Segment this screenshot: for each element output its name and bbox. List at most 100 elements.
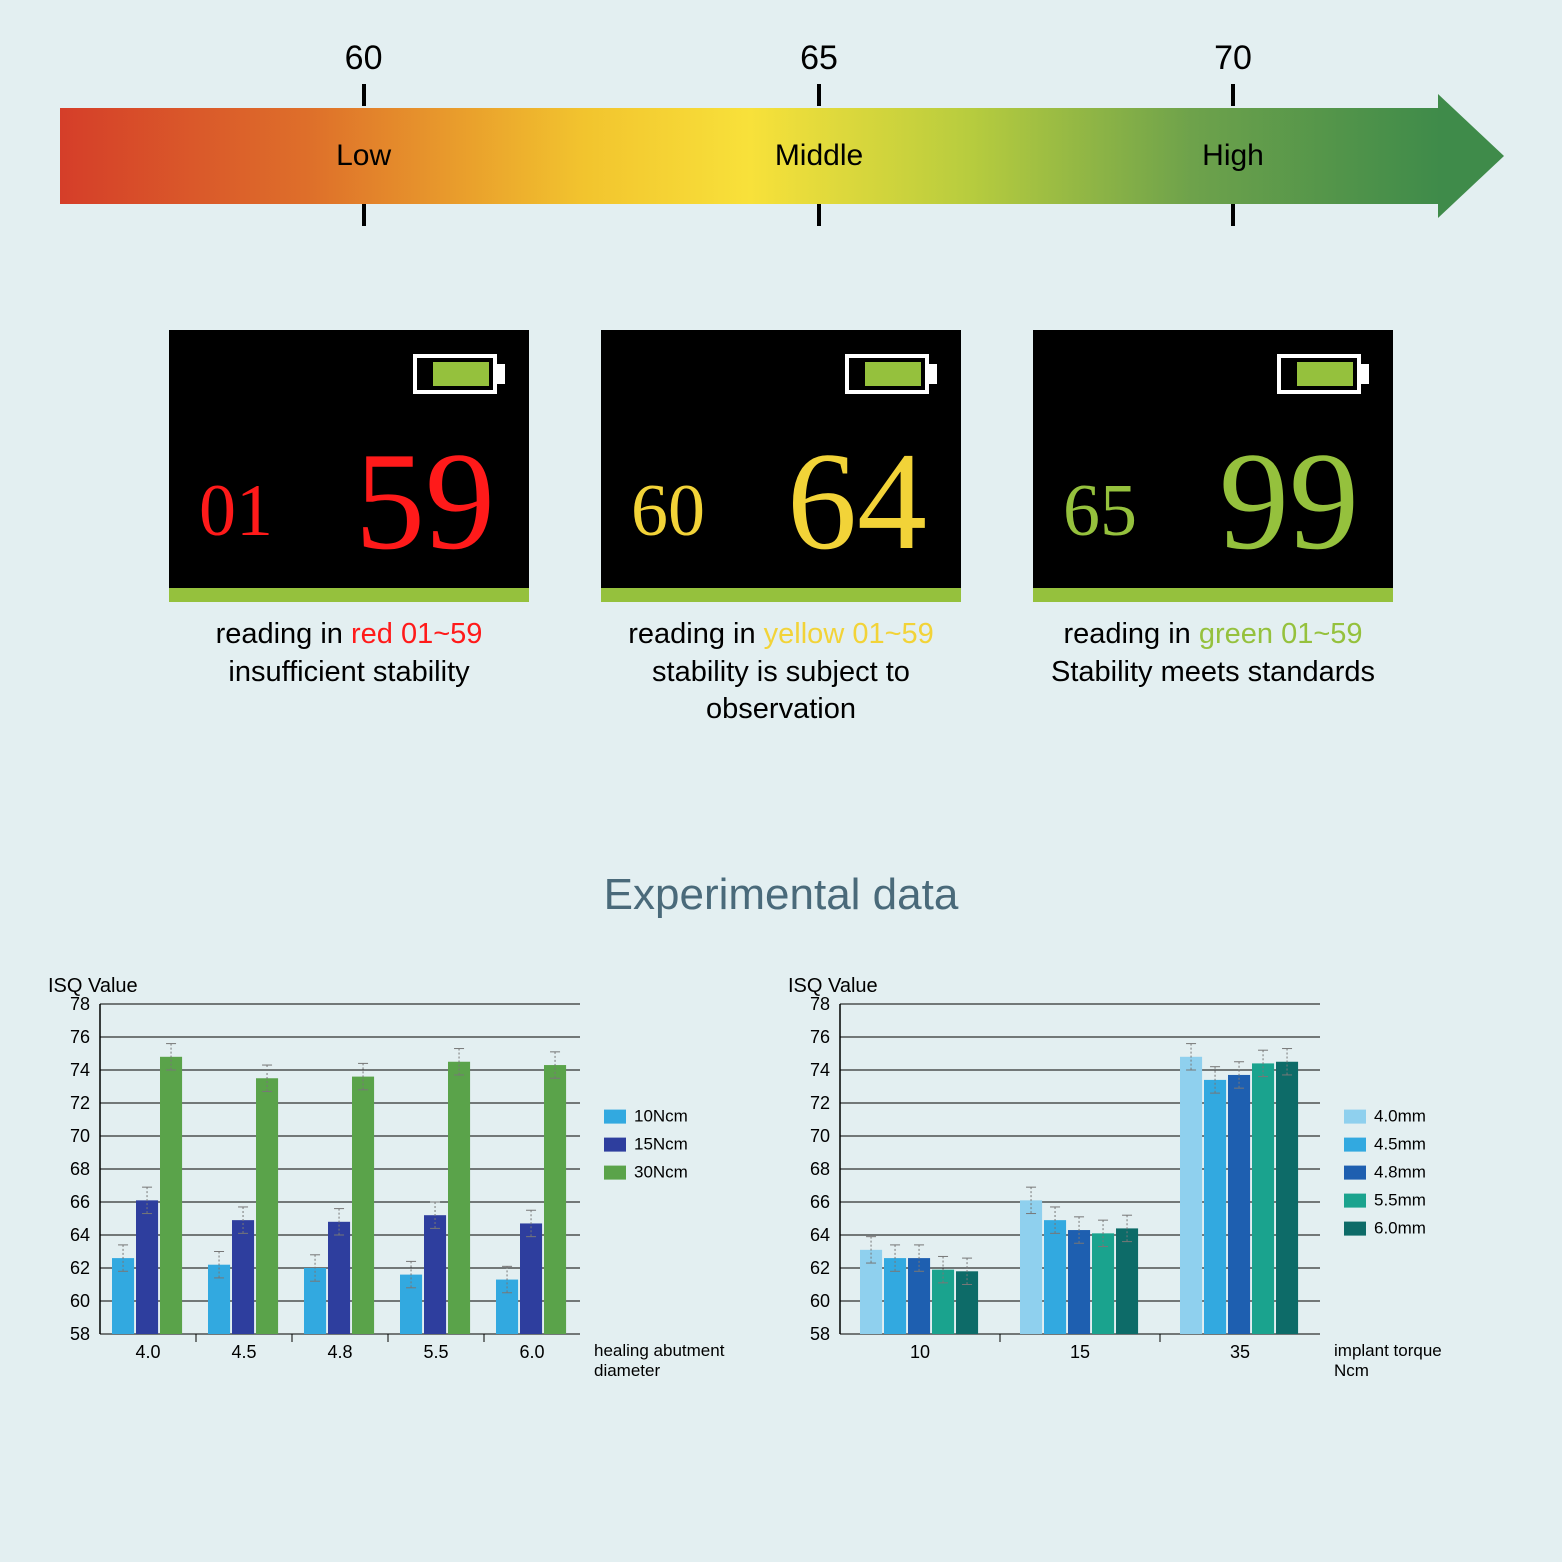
bar — [256, 1078, 278, 1334]
tick-marks-top — [60, 84, 1502, 108]
tick-value: 65 — [800, 39, 838, 78]
svg-text:70: 70 — [810, 1126, 830, 1146]
bar — [1252, 1063, 1274, 1334]
desc-pre: reading in — [628, 618, 763, 650]
reading-big: 64 — [787, 432, 927, 572]
reading-big: 59 — [355, 432, 495, 572]
svg-text:66: 66 — [70, 1192, 90, 1212]
svg-text:62: 62 — [70, 1258, 90, 1278]
bar — [1044, 1220, 1066, 1334]
device-screen: 01 59 — [169, 330, 529, 602]
scale-arrow: 606570 LowMiddleHigh — [60, 40, 1502, 228]
tick-mark-icon — [1231, 84, 1235, 106]
svg-text:72: 72 — [810, 1093, 830, 1113]
bar — [136, 1200, 158, 1334]
section-title: Experimental data — [0, 870, 1562, 920]
legend-swatch — [604, 1138, 626, 1152]
legend-label: 6.0mm — [1374, 1219, 1426, 1238]
legend-label: 30Ncm — [634, 1163, 688, 1182]
tick-value: 60 — [345, 39, 383, 78]
svg-text:72: 72 — [70, 1093, 90, 1113]
svg-text:78: 78 — [810, 994, 830, 1014]
arrow-head-icon — [1438, 94, 1504, 218]
svg-text:58: 58 — [810, 1324, 830, 1344]
arrow-body: LowMiddleHigh — [60, 108, 1502, 204]
svg-text:70: 70 — [70, 1126, 90, 1146]
bar — [520, 1223, 542, 1334]
battery-icon — [1277, 350, 1373, 398]
desc-post: insufficient stability — [228, 656, 469, 688]
svg-text:10: 10 — [910, 1342, 930, 1362]
desc-pre: reading in — [216, 618, 351, 650]
desc-pre: reading in — [1063, 618, 1198, 650]
charts-row: 5860626466687072747678ISQ Value4.04.54.8… — [40, 970, 1522, 1400]
svg-text:64: 64 — [70, 1225, 90, 1245]
svg-text:78: 78 — [70, 994, 90, 1014]
svg-text:74: 74 — [70, 1060, 90, 1080]
bar — [1092, 1233, 1114, 1334]
chart-abutment-diameter: 5860626466687072747678ISQ Value4.04.54.8… — [40, 970, 740, 1400]
desc-post: Stability meets standards — [1051, 656, 1375, 688]
legend-label: 4.0mm — [1374, 1107, 1426, 1126]
device-screen: 65 99 — [1033, 330, 1393, 602]
tick-numbers-row: 60 65 70 — [60, 40, 1502, 84]
legend-swatch — [1344, 1138, 1366, 1152]
bar — [304, 1268, 326, 1334]
legend-label: 5.5mm — [1374, 1191, 1426, 1210]
svg-text:4.5: 4.5 — [231, 1342, 256, 1362]
svg-text:Ncm: Ncm — [1334, 1361, 1369, 1380]
svg-text:6.0: 6.0 — [519, 1342, 544, 1362]
bar — [956, 1271, 978, 1334]
legend-swatch — [1344, 1110, 1366, 1124]
svg-text:healing abutment: healing abutment — [594, 1341, 725, 1360]
svg-text:4.8: 4.8 — [327, 1342, 352, 1362]
bar — [1068, 1230, 1090, 1334]
bar — [1228, 1075, 1250, 1334]
tick-mark-icon — [817, 204, 821, 226]
bar — [1204, 1080, 1226, 1334]
svg-text:64: 64 — [810, 1225, 830, 1245]
tick-marks-bot — [60, 204, 1502, 228]
svg-text:68: 68 — [810, 1159, 830, 1179]
reading-small: 60 — [631, 469, 705, 554]
svg-text:60: 60 — [810, 1291, 830, 1311]
bar — [328, 1222, 350, 1334]
svg-text:68: 68 — [70, 1159, 90, 1179]
desc-highlight: yellow 01~59 — [764, 618, 934, 650]
battery-icon — [413, 350, 509, 398]
svg-text:74: 74 — [810, 1060, 830, 1080]
bar — [1180, 1057, 1202, 1334]
svg-text:35: 35 — [1230, 1342, 1250, 1362]
desc-post: stability is subject to observation — [652, 656, 910, 726]
device-card: 01 59 reading in red 01~59 insufficient … — [169, 330, 529, 729]
band-label: Low — [336, 108, 391, 204]
svg-text:4.0: 4.0 — [135, 1342, 160, 1362]
legend-swatch — [1344, 1166, 1366, 1180]
reading-description: reading in red 01~59 insufficient stabil… — [169, 616, 529, 691]
legend-swatch — [1344, 1194, 1366, 1208]
reading-small: 01 — [199, 469, 273, 554]
svg-text:5.5: 5.5 — [423, 1342, 448, 1362]
svg-text:60: 60 — [70, 1291, 90, 1311]
tick-mark-icon — [817, 84, 821, 106]
bar — [1020, 1200, 1042, 1334]
bar — [448, 1062, 470, 1334]
tick-value: 70 — [1214, 39, 1252, 78]
bar — [424, 1215, 446, 1334]
svg-text:76: 76 — [70, 1027, 90, 1047]
legend-label: 10Ncm — [634, 1107, 688, 1126]
reading-description: reading in yellow 01~59 stability is sub… — [601, 616, 961, 729]
tick-mark-icon — [362, 84, 366, 106]
desc-highlight: red 01~59 — [351, 618, 482, 650]
bar — [544, 1065, 566, 1334]
bar — [232, 1220, 254, 1334]
device-screen: 60 64 — [601, 330, 961, 602]
device-card: 60 64 reading in yellow 01~59 stability … — [601, 330, 961, 729]
band-label: Middle — [775, 108, 863, 204]
svg-text:15: 15 — [1070, 1342, 1090, 1362]
svg-text:implant torque: implant torque — [1334, 1341, 1442, 1360]
svg-text:76: 76 — [810, 1027, 830, 1047]
bar — [1276, 1062, 1298, 1334]
reading-big: 99 — [1219, 432, 1359, 572]
device-card: 65 99 reading in green 01~59 Stability m… — [1033, 330, 1393, 729]
